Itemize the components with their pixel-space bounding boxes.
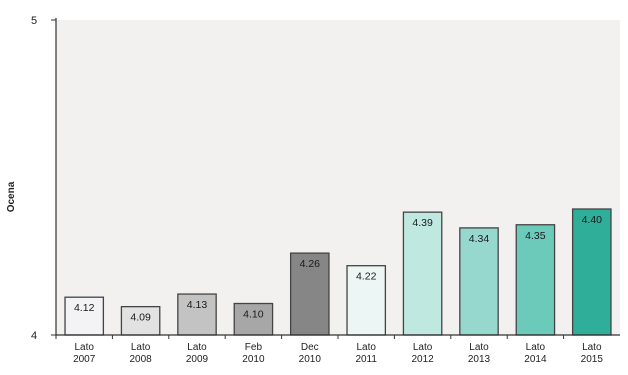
bar (459, 227, 499, 336)
x-tick-label: Lato (526, 342, 546, 353)
x-tick-label: 2014 (524, 354, 547, 365)
bars-layer: 4.12 4.09 4.13 4.10 4.26 4.22 4.39 4.34 4.35 4.40 (64, 208, 612, 336)
x-tick-label: Lato (187, 342, 207, 353)
x-tick-label: 2013 (468, 354, 491, 365)
x-tick-label: 2010 (242, 354, 265, 365)
x-tick-label: Lato (469, 342, 489, 353)
data-label: 4.12 (74, 302, 95, 314)
data-label: 4.35 (525, 230, 546, 242)
bar (289, 252, 330, 336)
x-tick-label: Dec (301, 342, 319, 353)
ticks-layer: Lato2007Lato2008Lato2009Feb2010Dec2010La… (31, 15, 603, 365)
bar (64, 296, 105, 336)
bar (120, 305, 161, 336)
bar (233, 302, 274, 336)
x-tick-label: Lato (131, 342, 151, 353)
data-label: 4.34 (469, 233, 490, 245)
data-label: 4.10 (243, 309, 264, 321)
data-label: 4.26 (300, 258, 321, 270)
bar (402, 211, 443, 336)
x-tick-label: Lato (356, 342, 376, 353)
x-tick-label: Lato (582, 342, 602, 353)
x-tick-label: Feb (245, 342, 263, 353)
bar (515, 224, 556, 336)
data-label: 4.09 (130, 312, 151, 324)
data-label: 4.40 (582, 214, 603, 226)
x-tick-label: Lato (74, 342, 94, 353)
y-tick-label: 5 (31, 15, 37, 27)
data-label: 4.13 (187, 299, 208, 311)
x-tick-label: 2012 (411, 354, 434, 365)
x-tick-label: 2007 (73, 354, 96, 365)
data-label: 4.22 (356, 271, 377, 283)
x-tick-label: Lato (413, 342, 433, 353)
bar (346, 265, 387, 336)
x-tick-label: 2009 (186, 354, 209, 365)
y-axis-title: Ocena (6, 181, 17, 212)
y-tick-label: 4 (31, 330, 37, 342)
bar (177, 293, 217, 336)
data-label: 4.39 (412, 217, 433, 229)
x-tick-label: 2011 (355, 354, 377, 365)
x-tick-label: 2008 (129, 354, 152, 365)
x-tick-label: 2015 (581, 354, 604, 365)
bar (571, 208, 612, 336)
x-tick-label: 2010 (299, 354, 322, 365)
